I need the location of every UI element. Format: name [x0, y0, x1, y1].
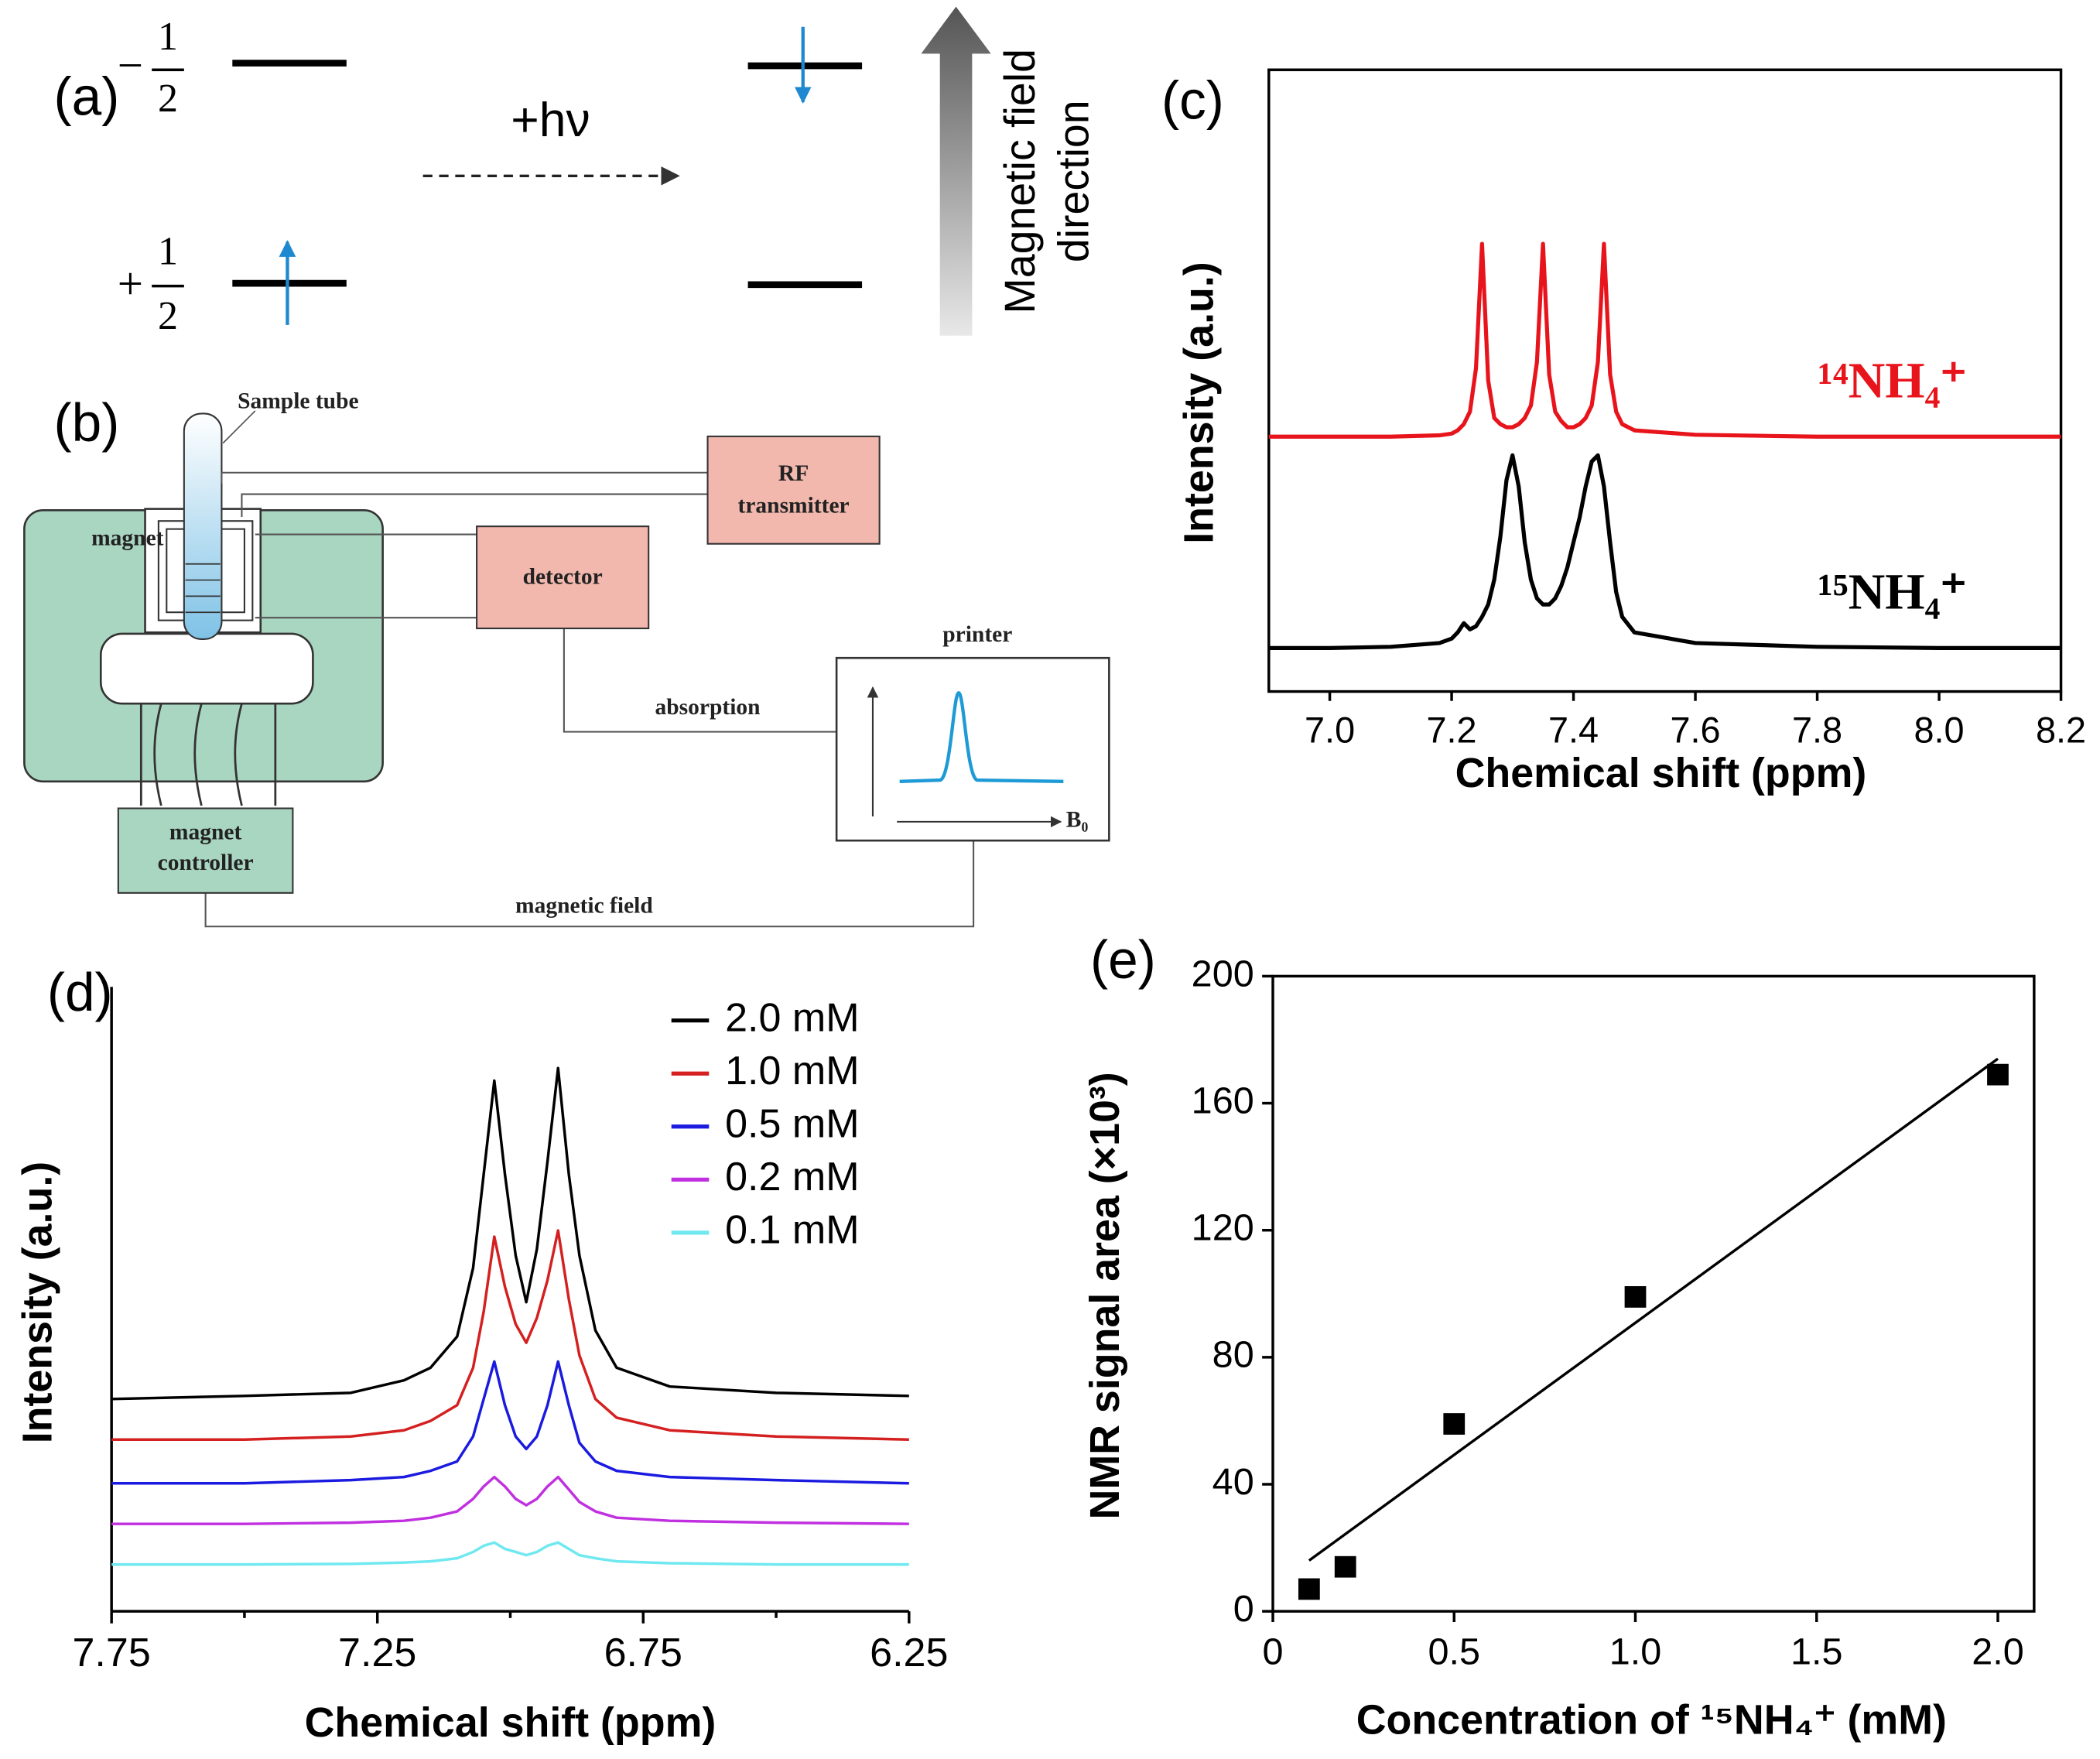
spectrum-line [111, 1541, 909, 1566]
y-tick-label: 200 [1192, 953, 1254, 994]
panel-a: (a) − 1 2 + 1 2 +hν Magnetic field direc… [54, 6, 1097, 338]
sample-tube [183, 412, 223, 640]
detector-label: detector [523, 565, 603, 590]
x-tick-label: 2.0 [1972, 1631, 2024, 1672]
x-tick-label: 6.75 [604, 1631, 682, 1675]
panel-label: (c) [1161, 70, 1224, 131]
series-label: ¹⁵NH₄⁺ [1818, 564, 1967, 621]
x-axis-label: Chemical shift (ppm) [305, 1699, 717, 1746]
tube-coil [185, 563, 221, 614]
magnet-label: magnet [91, 525, 164, 550]
field-arrow [921, 6, 991, 336]
x-tick-label: 7.25 [338, 1631, 416, 1675]
panel-label: (e) [1090, 929, 1156, 990]
spectrum-line [1268, 453, 2061, 650]
spin-sign: − [118, 39, 143, 91]
x-tick-label: 1.0 [1609, 1631, 1662, 1672]
plot-frame [1267, 68, 2063, 693]
legend-label: 0.2 mM [725, 1155, 860, 1199]
field-label: direction [1049, 100, 1097, 262]
rf-label: RF [778, 461, 809, 486]
x-tick-label: 8.0 [1914, 710, 1964, 751]
absorption-label: absorption [655, 695, 761, 720]
printer-label: printer [942, 622, 1012, 647]
y-tick-label: 0 [1233, 1588, 1254, 1630]
data-point [1334, 1555, 1356, 1578]
tube-label: Sample tube [238, 388, 358, 413]
legend-label: 0.1 mM [725, 1208, 860, 1253]
spectrum-line [111, 1229, 909, 1441]
panel-b: (b) RF transmitter detector magnet contr… [23, 388, 1110, 928]
spectrum-line [1268, 241, 2061, 439]
x-tick-label: 6.25 [870, 1631, 948, 1675]
panel-label: (a) [54, 66, 120, 126]
legend-label: 1.0 mM [725, 1049, 860, 1093]
spin-denominator: 2 [158, 294, 178, 338]
x-tick-label: 8.2 [2036, 710, 2086, 751]
x-axis-label: Concentration of ¹⁵NH₄⁺ (mM) [1356, 1696, 1947, 1743]
data-point [1987, 1063, 2009, 1086]
legend-label: 0.5 mM [725, 1102, 860, 1147]
x-tick-label: 7.2 [1427, 710, 1477, 751]
magnet-controller [117, 807, 294, 894]
series-label: ¹⁴NH₄⁺ [1818, 352, 1967, 409]
tube-pointer [222, 410, 256, 444]
y-axis-label: Intensity (a.u.) [1175, 262, 1222, 543]
rf-label: transmitter [738, 494, 850, 518]
y-tick-label: 120 [1192, 1207, 1254, 1249]
plot-frame [1271, 974, 2036, 1613]
field-label: Magnetic field [996, 49, 1044, 314]
spectrum-line [111, 1475, 909, 1525]
x-tick-label: 7.0 [1305, 710, 1355, 751]
y-tick-label: 160 [1192, 1080, 1254, 1121]
spectrum-line [111, 1066, 909, 1401]
b0-label: B₀ [1066, 808, 1089, 833]
panel-label: (d) [47, 962, 113, 1022]
spin-sign: + [118, 258, 143, 310]
rf-transmitter [706, 435, 881, 545]
printer-peak [899, 691, 1064, 784]
x-tick-label: 1.5 [1790, 1631, 1843, 1672]
y-tick-label: 40 [1212, 1461, 1254, 1503]
magnet-coil [139, 703, 277, 806]
spin-denominator: 2 [158, 77, 178, 121]
x-tick-label: 7.8 [1792, 710, 1842, 751]
energy-label: +hν [511, 93, 590, 147]
x-tick-label: 7.75 [72, 1631, 150, 1675]
y-tick-label: 80 [1212, 1334, 1254, 1376]
x-tick-label: 0.5 [1428, 1631, 1481, 1672]
x-tick-label: 0 [1263, 1631, 1284, 1672]
x-tick-label: 7.6 [1671, 710, 1721, 751]
y-axis-label: Intensity (a.u.) [14, 1162, 60, 1443]
y-axis-label: NMR signal area (×10³) [1082, 1072, 1128, 1519]
magnet-hole [99, 632, 314, 705]
spectrum-line [111, 1360, 909, 1485]
field-wire-label: magnetic field [515, 894, 653, 919]
panel-label: (b) [54, 392, 120, 453]
printer-box [835, 656, 1110, 842]
data-point [1443, 1413, 1466, 1435]
spin-numerator: 1 [158, 15, 178, 59]
detector-box [476, 525, 650, 630]
data-point [1298, 1578, 1320, 1600]
data-point [1624, 1286, 1647, 1308]
x-tick-label: 7.4 [1548, 710, 1599, 751]
x-axis-label: Chemical shift (ppm) [1455, 750, 1867, 796]
controller-label: controller [158, 850, 254, 875]
fit-line [1308, 1057, 1999, 1562]
spin-numerator: 1 [158, 230, 178, 274]
absorption-wire [563, 628, 850, 737]
rf-wire [221, 471, 708, 518]
legend-label: 2.0 mM [725, 995, 860, 1040]
controller-label: magnet [169, 820, 242, 844]
field-wire [204, 840, 975, 928]
detector-wire [255, 533, 477, 619]
